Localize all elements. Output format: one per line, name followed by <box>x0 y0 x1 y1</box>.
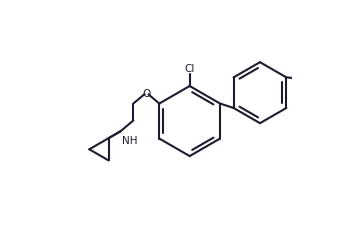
Text: NH: NH <box>122 136 138 146</box>
Text: Cl: Cl <box>185 64 195 74</box>
Text: O: O <box>142 88 150 98</box>
